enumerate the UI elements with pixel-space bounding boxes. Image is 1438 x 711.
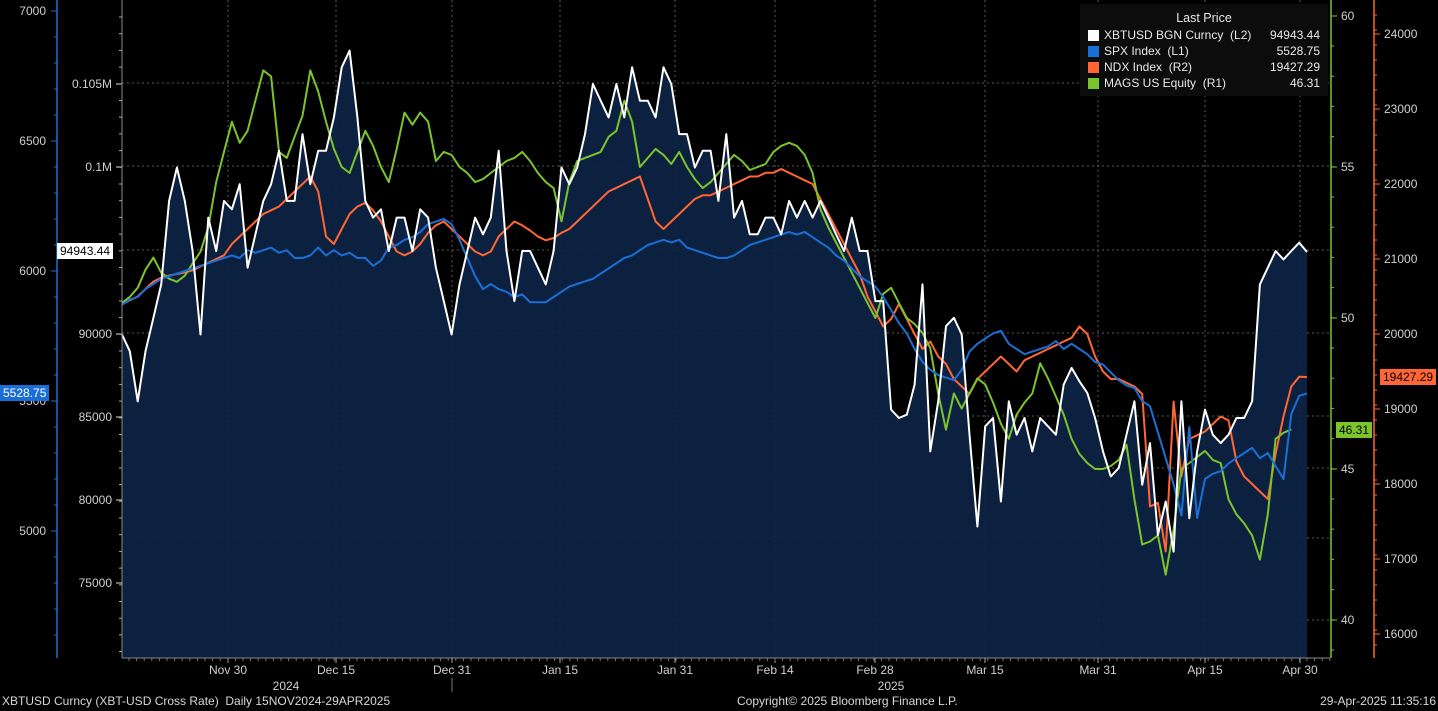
tick-label-x-4: Jan 31	[657, 663, 693, 677]
year-label-0: 2024	[273, 679, 300, 693]
legend-item-xbt: XBTUSD BGN Curncy (L2) 94943.44	[1088, 28, 1320, 44]
legend-value-spx: 5528.75	[1276, 44, 1320, 58]
tick-label-r2-4: 20000	[1384, 327, 1418, 341]
legend-item-ndx: NDX Index (R2) 19427.29	[1088, 60, 1320, 76]
legend: Last Price XBTUSD BGN Curncy (L2) 94943.…	[1080, 4, 1328, 96]
tick-label-r2-3: 21000	[1384, 252, 1418, 266]
footer-security: XBTUSD Curncy (XBT-USD Cross Rate) Daily…	[2, 694, 391, 708]
legend-item-mags: MAGS US Equity (R1) 46.31	[1088, 76, 1320, 92]
legend-label-spx: SPX Index (L1)	[1104, 44, 1189, 58]
tick-label-r1-0: 60	[1341, 9, 1355, 23]
footer-copyright: Copyright© 2025 Bloomberg Finance L.P.	[737, 694, 958, 708]
tick-label-x-0: Nov 30	[209, 663, 247, 677]
tick-label-r2-2: 22000	[1384, 177, 1418, 191]
legend-item-spx: SPX Index (L1) 5528.75	[1088, 44, 1320, 60]
tick-label-l2-0: 0.105M	[72, 77, 112, 91]
legend-value-mags: 46.31	[1289, 76, 1320, 90]
tick-label-x-5: Feb 14	[756, 663, 794, 677]
series-line-mags	[121, 69, 1292, 576]
tick-label-r2-8: 16000	[1384, 627, 1418, 641]
legend-label-ndx: NDX Index (R2)	[1104, 60, 1193, 74]
legend-swatch-mags	[1088, 78, 1099, 89]
tick-label-l1-1: 6500	[19, 134, 46, 148]
last-price-flag-ndx: 19427.29	[1380, 369, 1437, 385]
legend-swatch-ndx	[1088, 62, 1099, 73]
last-price-flag-spx: 5528.75	[0, 385, 50, 401]
tick-label-l1-0: 7000	[19, 4, 46, 18]
tick-label-r2-5: 19000	[1384, 402, 1418, 416]
tick-label-l1-4: 5000	[19, 524, 46, 538]
legend-swatch-spx	[1088, 46, 1099, 57]
legend-label-mags: MAGS US Equity (R1)	[1104, 76, 1227, 90]
tick-label-r2-6: 18000	[1384, 477, 1418, 491]
series-line-spx	[121, 218, 1308, 519]
tick-label-l2-3: 85000	[79, 410, 113, 424]
tick-label-r1-3: 45	[1341, 462, 1355, 476]
last-price-flag-xbt: 94943.44	[57, 243, 114, 259]
tick-label-l2-4: 80000	[79, 493, 113, 507]
tick-label-r2-7: 17000	[1384, 552, 1418, 566]
tick-label-x-8: Mar 31	[1079, 663, 1117, 677]
series-line-xbt	[121, 49, 1308, 553]
last-price-flag-mags: 46.31	[1336, 422, 1373, 438]
series-area-xbt	[122, 50, 1307, 659]
tick-label-x-7: Mar 15	[966, 663, 1004, 677]
legend-value-xbt: 94943.44	[1269, 28, 1320, 42]
tick-label-r2-1: 23000	[1384, 102, 1418, 116]
legend-value-ndx: 19427.29	[1269, 60, 1320, 74]
legend-label-xbt: XBTUSD BGN Curncy (L2)	[1104, 28, 1252, 42]
tick-label-x-6: Feb 28	[856, 663, 894, 677]
tick-label-l2-1: 0.1M	[85, 160, 112, 174]
tick-label-x-2: Dec 31	[433, 663, 471, 677]
tick-label-l2-2: 90000	[79, 327, 113, 341]
tick-label-r2-0: 24000	[1384, 27, 1418, 41]
legend-swatch-xbt	[1088, 30, 1099, 41]
tick-label-x-10: Apr 30	[1282, 663, 1318, 677]
tick-label-x-3: Jan 15	[542, 663, 578, 677]
tick-label-l2-5: 75000	[79, 576, 113, 590]
tick-label-l1-2: 6000	[19, 264, 46, 278]
tick-label-x-1: Dec 15	[317, 663, 355, 677]
series-line-ndx	[121, 168, 1308, 553]
year-label-1: 2025	[878, 679, 905, 693]
tick-label-r1-1: 55	[1341, 160, 1355, 174]
footer-timestamp: 29-Apr-2025 11:35:16	[1320, 694, 1436, 708]
legend-title: Last Price	[1176, 11, 1232, 25]
tick-label-r1-4: 40	[1341, 613, 1355, 627]
tick-label-x-9: Apr 15	[1187, 663, 1223, 677]
tick-label-r1-2: 50	[1341, 311, 1355, 325]
